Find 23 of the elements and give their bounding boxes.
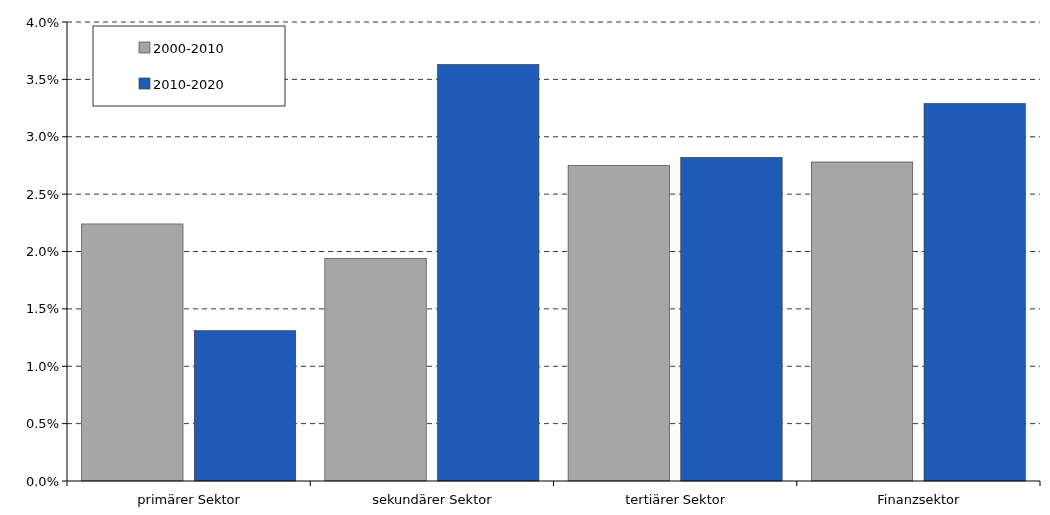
y-tick-label: 0.0% [25,473,59,489]
x-tick-label: tertiärer Sektor [625,491,726,507]
y-tick-label: 3.0% [25,129,59,145]
bar [680,157,783,482]
bar [567,165,670,482]
y-tick-label: 2.5% [25,186,59,202]
x-tick-label: primärer Sektor [137,491,241,507]
x-tick-label: Finanzsektor [877,491,961,507]
bar [923,103,1026,482]
x-tick-label: sekundärer Sektor [372,491,493,507]
bar [811,161,914,482]
y-tick-label: 1.5% [25,301,59,317]
y-tick-label: 1.0% [25,358,59,374]
bar [81,223,184,482]
bar [437,64,540,482]
y-tick-label: 0.5% [25,416,59,432]
legend-label: 2010-2020 [153,76,224,92]
legend-label: 2000-2010 [153,40,224,56]
y-tick-label: 3.5% [25,71,59,87]
bar [324,258,427,482]
y-tick-label: 2.0% [25,244,59,260]
bar [193,330,296,482]
y-tick-label: 4.0% [25,14,59,30]
